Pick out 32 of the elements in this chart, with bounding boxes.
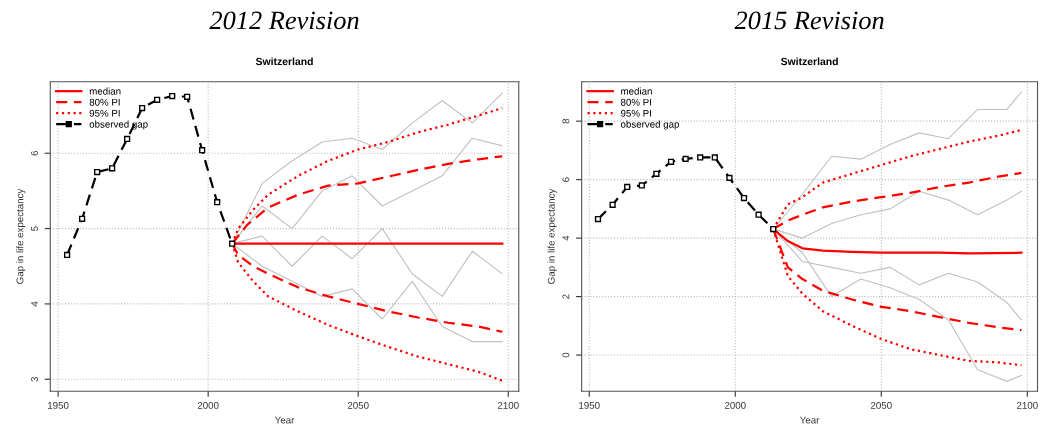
x-tick-label: 2050 (347, 401, 369, 409)
x-tick-label: 2050 (870, 401, 892, 409)
y-tick-label: 4 (31, 301, 38, 307)
y-tick-label: 2 (562, 294, 570, 299)
x-tick-label: 2000 (197, 401, 219, 409)
y-tick-label: 6 (562, 177, 570, 182)
legend-label: 95% PI (620, 109, 651, 117)
x-tick-label: 1950 (579, 401, 600, 409)
y-axis-title: Gap in life expectancy (16, 188, 26, 284)
legend-label: 80% PI (89, 98, 120, 106)
x-tick-label: 2100 (497, 401, 519, 409)
y-axis-title: Gap in life expectancy (547, 188, 557, 284)
legend-label: 80% PI (620, 98, 651, 106)
x-tick-label: 2000 (724, 401, 746, 409)
x-axis-title: Year (799, 416, 820, 424)
y-tick-label: 0 (562, 352, 570, 358)
y-tick-label: 4 (562, 235, 570, 241)
x-tick-label: 1950 (48, 401, 69, 409)
y-tick-label: 3 (31, 376, 38, 382)
chart-title: 2015 Revision (734, 11, 884, 30)
legend-label: median (621, 87, 652, 95)
y-tick-label: 5 (31, 226, 38, 231)
chart-subtitle: Switzerland (780, 57, 838, 66)
legend-label: observed gap (620, 120, 680, 130)
x-axis-title: Year (274, 416, 295, 424)
y-tick-label: 6 (31, 150, 38, 156)
chart-title: 2012 Revision (209, 11, 359, 30)
y-tick-label: 8 (562, 118, 570, 124)
chart-subtitle: Switzerland (255, 57, 313, 66)
x-tick-label: 2100 (1016, 401, 1038, 409)
legend-label: median (89, 87, 121, 95)
legend-label: 95% PI (89, 109, 120, 117)
